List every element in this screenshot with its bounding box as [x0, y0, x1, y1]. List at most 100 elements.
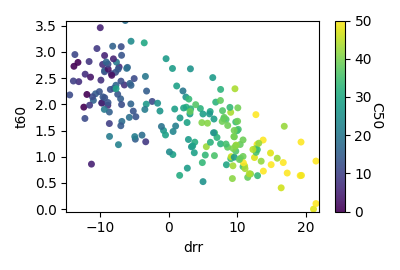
Point [172, 124, 179, 128]
Point [89, 94, 96, 99]
Point [254, 174, 261, 178]
Point [231, 134, 237, 139]
Point [313, 159, 319, 163]
Point [223, 142, 229, 146]
Point [71, 64, 77, 69]
Point [82, 72, 88, 76]
Point [92, 92, 99, 96]
Point [192, 103, 199, 107]
Point [115, 67, 122, 71]
Point [235, 106, 241, 110]
Point [242, 164, 248, 168]
Point [199, 120, 205, 125]
Point [112, 70, 119, 75]
Point [211, 131, 218, 135]
Point [224, 123, 231, 128]
Point [298, 140, 304, 144]
Point [118, 45, 124, 49]
Point [96, 89, 102, 94]
Point [230, 146, 236, 151]
Point [157, 109, 163, 113]
Point [244, 175, 251, 180]
Point [313, 201, 319, 206]
Point [86, 103, 93, 107]
Point [191, 151, 198, 155]
Point [170, 152, 176, 157]
Point [118, 79, 124, 83]
Point [162, 133, 169, 137]
Point [180, 106, 187, 110]
Point [177, 116, 183, 120]
Point [258, 159, 264, 163]
Point [184, 166, 190, 170]
Point [118, 53, 125, 58]
Point [217, 98, 224, 103]
Point [124, 66, 130, 70]
Point [103, 60, 110, 64]
Point [234, 119, 241, 123]
Point [170, 129, 176, 134]
Point [237, 156, 244, 160]
Point [132, 137, 138, 141]
Point [274, 156, 280, 160]
Point [184, 120, 190, 125]
Point [199, 160, 206, 165]
Point [297, 173, 303, 178]
Point [180, 89, 186, 93]
Point [149, 99, 155, 104]
Y-axis label: C50: C50 [369, 103, 383, 130]
Point [126, 115, 132, 120]
Point [231, 155, 238, 159]
Point [110, 44, 116, 48]
Point [280, 160, 286, 165]
Point [183, 105, 190, 109]
Point [260, 169, 266, 173]
Point [154, 101, 161, 105]
Point [119, 119, 125, 124]
Point [256, 141, 262, 145]
Point [141, 41, 148, 45]
Point [247, 172, 254, 176]
Point [253, 150, 259, 154]
Point [163, 56, 169, 61]
Point [284, 171, 290, 175]
Point [101, 70, 108, 74]
Point [88, 162, 95, 166]
Point [143, 102, 150, 106]
Point [204, 121, 211, 125]
Y-axis label: t60: t60 [15, 104, 29, 128]
Point [106, 134, 113, 139]
Point [253, 113, 259, 117]
Point [217, 142, 224, 146]
Point [240, 138, 246, 142]
Point [202, 153, 208, 157]
Point [128, 102, 134, 106]
Point [231, 135, 238, 139]
Point [101, 107, 108, 112]
Point [107, 87, 114, 92]
Point [102, 96, 108, 100]
Point [223, 117, 229, 122]
Point [122, 18, 128, 23]
Point [240, 154, 246, 158]
Point [98, 78, 104, 82]
Point [236, 157, 243, 162]
Point [227, 105, 233, 110]
Point [278, 186, 284, 190]
Point [72, 52, 78, 57]
Point [139, 133, 145, 137]
Point [221, 117, 227, 121]
Point [254, 147, 260, 152]
Point [250, 147, 256, 152]
Point [172, 107, 178, 111]
Point [94, 46, 100, 51]
Point [298, 173, 305, 178]
Point [142, 107, 148, 112]
Point [251, 155, 258, 160]
Point [200, 180, 206, 184]
Point [131, 76, 137, 81]
Point [87, 75, 94, 79]
Point [75, 60, 81, 65]
Point [188, 145, 195, 149]
Point [128, 39, 134, 43]
